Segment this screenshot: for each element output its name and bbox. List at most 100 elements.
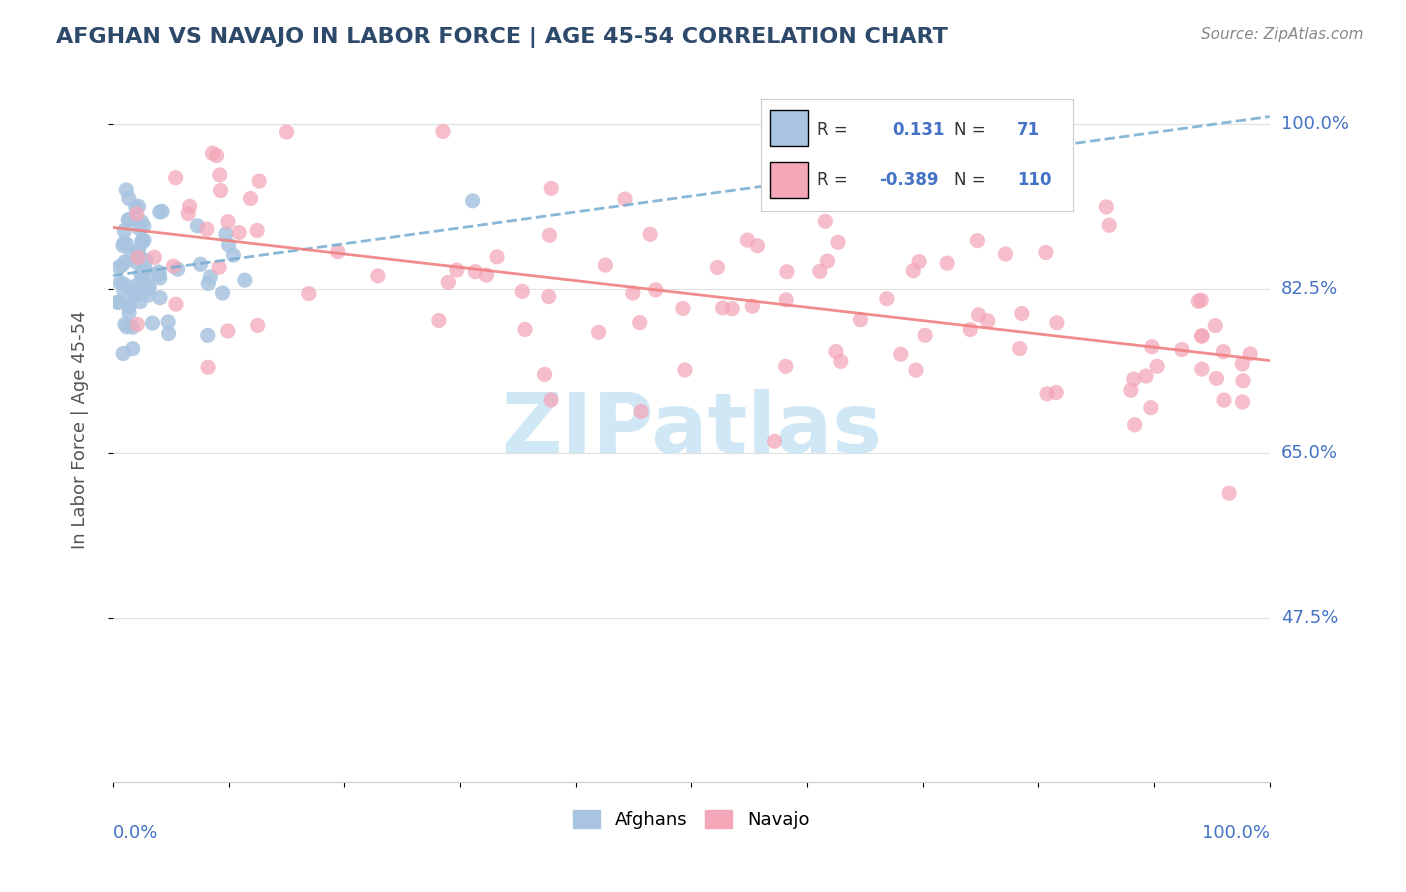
Point <box>148 265 170 279</box>
Point <box>195 222 218 236</box>
Point <box>121 320 143 334</box>
Point <box>538 228 561 243</box>
Point <box>1212 344 1234 359</box>
Point <box>825 344 848 359</box>
Point <box>1218 486 1240 500</box>
Point <box>125 201 148 215</box>
Point <box>129 294 152 309</box>
Text: AFGHAN VS NAVAJO IN LABOR FORCE | AGE 45-54 CORRELATION CHART: AFGHAN VS NAVAJO IN LABOR FORCE | AGE 45… <box>56 27 948 48</box>
Point <box>125 207 148 221</box>
Point <box>201 146 224 161</box>
Point <box>721 301 744 316</box>
Point <box>117 213 139 227</box>
Point <box>595 258 617 272</box>
Point <box>108 276 131 290</box>
Point <box>1008 342 1031 356</box>
Point <box>131 235 153 250</box>
Point <box>621 285 644 300</box>
Point <box>127 251 149 265</box>
Point <box>134 261 156 276</box>
Point <box>966 234 988 248</box>
Point <box>138 280 160 294</box>
Point <box>1204 318 1226 333</box>
Point <box>131 215 153 229</box>
Point <box>741 299 763 313</box>
Point <box>131 234 153 248</box>
Point <box>904 363 927 377</box>
Text: 82.5%: 82.5% <box>1281 280 1339 298</box>
Point <box>165 170 187 185</box>
Point <box>118 298 141 312</box>
Point <box>461 194 484 208</box>
Point <box>115 319 138 334</box>
Point <box>128 221 150 235</box>
Point <box>1232 395 1254 409</box>
Text: 65.0%: 65.0% <box>1281 444 1339 462</box>
Point <box>114 317 136 331</box>
Point <box>827 235 849 250</box>
Point <box>1035 245 1057 260</box>
Point <box>1135 369 1157 384</box>
Y-axis label: In Labor Force | Age 45-54: In Labor Force | Age 45-54 <box>72 310 89 549</box>
Point <box>200 269 222 284</box>
Point <box>246 318 269 333</box>
Point <box>890 347 912 361</box>
Point <box>149 205 172 219</box>
Text: 0.0%: 0.0% <box>112 824 159 842</box>
Point <box>326 244 349 259</box>
Point <box>112 284 135 298</box>
Point <box>1146 359 1168 374</box>
Point <box>903 264 925 278</box>
Point <box>208 168 231 182</box>
Point <box>218 238 240 252</box>
Point <box>197 277 219 291</box>
Point <box>107 295 129 310</box>
Point <box>814 214 837 228</box>
Point <box>127 277 149 292</box>
Point <box>127 199 149 213</box>
Point <box>124 287 146 301</box>
Point <box>959 322 981 336</box>
Point <box>239 192 262 206</box>
Point <box>138 288 160 302</box>
Point <box>775 359 797 374</box>
Point <box>211 286 233 301</box>
Point <box>533 368 555 382</box>
Point <box>149 271 172 285</box>
Point <box>464 265 486 279</box>
Point <box>1122 372 1144 386</box>
Point <box>108 295 131 310</box>
Point <box>1187 294 1209 309</box>
Point <box>1098 218 1121 232</box>
Point <box>215 227 238 241</box>
Point <box>131 273 153 287</box>
Point <box>141 268 163 282</box>
Point <box>121 246 143 260</box>
Point <box>1045 385 1067 400</box>
Point <box>817 254 839 268</box>
Point <box>108 260 131 274</box>
Point <box>628 316 651 330</box>
Point <box>115 183 138 197</box>
Point <box>132 233 155 247</box>
Point <box>1232 374 1254 388</box>
Point <box>486 250 509 264</box>
Point <box>1140 340 1163 354</box>
Point <box>114 255 136 269</box>
Point <box>128 248 150 262</box>
Point <box>427 313 450 327</box>
Point <box>166 262 188 277</box>
Point <box>1011 306 1033 320</box>
Point <box>1191 362 1213 376</box>
Point <box>186 219 208 233</box>
Point <box>936 256 959 270</box>
Point <box>1119 383 1142 397</box>
Point <box>111 277 134 291</box>
Point <box>205 148 228 162</box>
Point <box>246 223 269 237</box>
Point <box>228 226 250 240</box>
Point <box>217 214 239 228</box>
Point <box>118 300 141 314</box>
Point <box>808 264 831 278</box>
Point <box>1171 343 1194 357</box>
